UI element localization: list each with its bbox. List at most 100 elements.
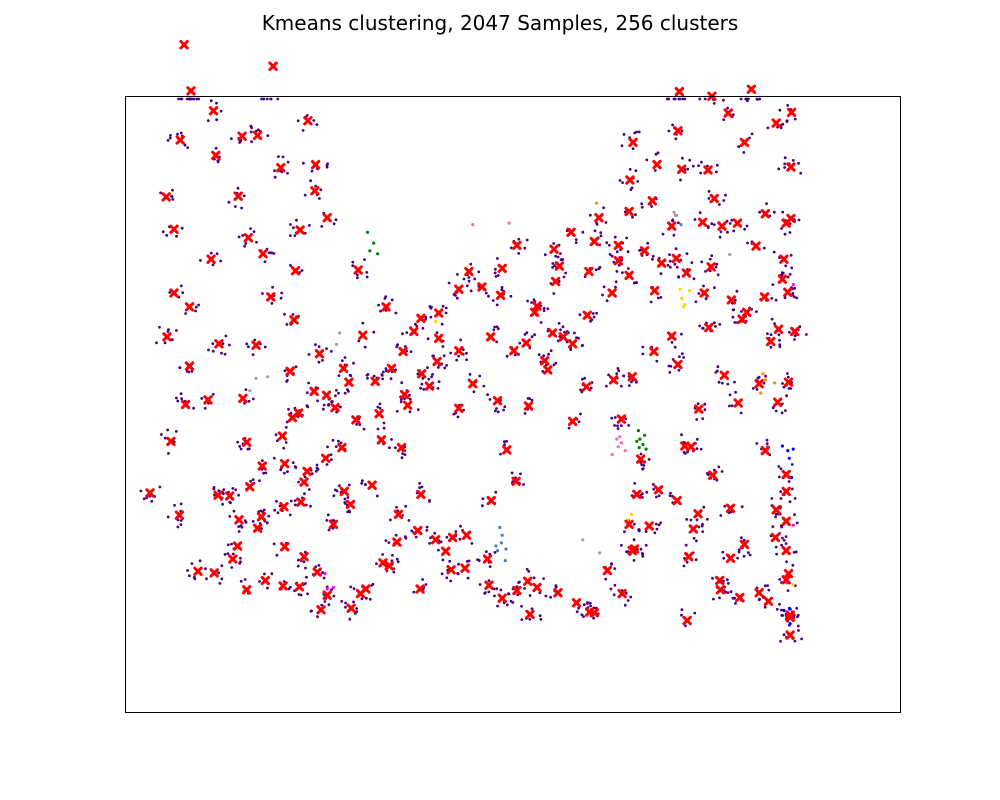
sample-point — [682, 356, 685, 359]
sample-point — [532, 298, 536, 301]
centroid-marker — [252, 130, 263, 141]
sample-point — [166, 428, 170, 432]
sample-point — [493, 271, 497, 275]
sample-point — [458, 537, 462, 541]
sample-point — [774, 298, 778, 302]
sample-point — [445, 576, 449, 580]
sample-point — [538, 614, 542, 618]
sample-point — [380, 374, 384, 377]
sample-point — [466, 576, 470, 580]
sample-point — [659, 272, 663, 276]
sample-point — [774, 409, 778, 413]
sample-point — [780, 227, 783, 230]
highlight-point — [618, 435, 622, 439]
sample-point — [691, 164, 695, 168]
sample-point — [634, 213, 637, 217]
sample-point — [780, 411, 784, 415]
centroid-marker — [699, 288, 709, 298]
sample-point — [785, 394, 788, 398]
centroid-marker — [667, 221, 677, 231]
centroid-marker — [735, 592, 745, 603]
sample-point — [209, 251, 213, 255]
highlight-point — [338, 331, 342, 335]
sample-point — [247, 345, 250, 349]
sample-point — [624, 417, 628, 420]
highlight-point — [498, 525, 502, 530]
sample-point — [624, 591, 628, 595]
sample-point — [530, 398, 534, 402]
sample-point — [791, 159, 795, 162]
centroid-marker — [674, 86, 685, 97]
sample-point — [777, 333, 781, 337]
sample-point — [344, 605, 347, 609]
sample-point — [692, 277, 696, 281]
sample-point — [302, 161, 305, 165]
sample-point — [771, 283, 775, 286]
sample-point — [509, 246, 513, 250]
highlight-point — [500, 533, 504, 537]
sample-point — [706, 226, 710, 230]
sample-point — [296, 564, 300, 568]
sample-point — [519, 472, 522, 476]
sample-point — [337, 374, 341, 377]
sample-point — [326, 162, 329, 166]
sample-point — [623, 603, 627, 607]
sample-point — [459, 338, 462, 342]
sample-point — [610, 254, 614, 258]
highlight-point — [780, 444, 785, 448]
centroid-marker — [179, 40, 189, 50]
centroid-marker — [725, 503, 736, 513]
sample-point — [770, 317, 774, 321]
sample-point — [288, 513, 292, 517]
sample-point — [249, 130, 253, 134]
sample-point — [494, 275, 498, 278]
sample-point — [702, 505, 706, 509]
sample-point — [683, 97, 687, 101]
sample-point — [579, 388, 582, 392]
centroid-marker — [299, 552, 309, 562]
sample-point — [243, 578, 247, 581]
centroid-marker — [314, 349, 325, 359]
sample-point — [317, 345, 321, 348]
sample-point — [787, 387, 791, 390]
highlight-point — [681, 305, 685, 309]
sample-point — [569, 348, 573, 351]
sample-point — [645, 158, 649, 162]
sample-point — [668, 259, 672, 263]
sample-point — [739, 97, 743, 101]
sample-point — [788, 273, 792, 276]
sample-point — [730, 404, 734, 408]
centroid-marker — [715, 575, 725, 586]
sample-point — [685, 560, 689, 564]
sample-point — [755, 388, 759, 391]
highlight-point — [788, 607, 792, 611]
sample-point — [780, 525, 784, 529]
sample-point — [307, 381, 311, 385]
sample-point — [635, 281, 638, 285]
sample-point — [395, 557, 399, 561]
sample-point — [700, 160, 703, 164]
sample-point — [712, 102, 716, 105]
sample-point — [641, 352, 645, 356]
sample-point — [770, 497, 774, 500]
sample-point — [751, 387, 755, 390]
centroid-marker — [309, 386, 319, 397]
sample-point — [394, 533, 398, 537]
sample-point — [428, 500, 431, 503]
sample-point — [253, 338, 257, 342]
sample-point — [505, 439, 508, 443]
centroid-marker — [211, 150, 221, 161]
sample-point — [633, 482, 637, 485]
sample-point — [590, 381, 594, 384]
sample-point — [781, 271, 785, 275]
sample-point — [441, 304, 445, 308]
sample-point — [573, 331, 576, 335]
sample-point — [332, 494, 336, 498]
sample-point — [440, 322, 444, 326]
sample-point — [631, 215, 634, 219]
sample-point — [284, 426, 288, 429]
centroid-marker — [502, 445, 512, 455]
sample-point — [685, 518, 689, 521]
sample-point — [355, 607, 358, 610]
sample-point — [725, 578, 729, 582]
